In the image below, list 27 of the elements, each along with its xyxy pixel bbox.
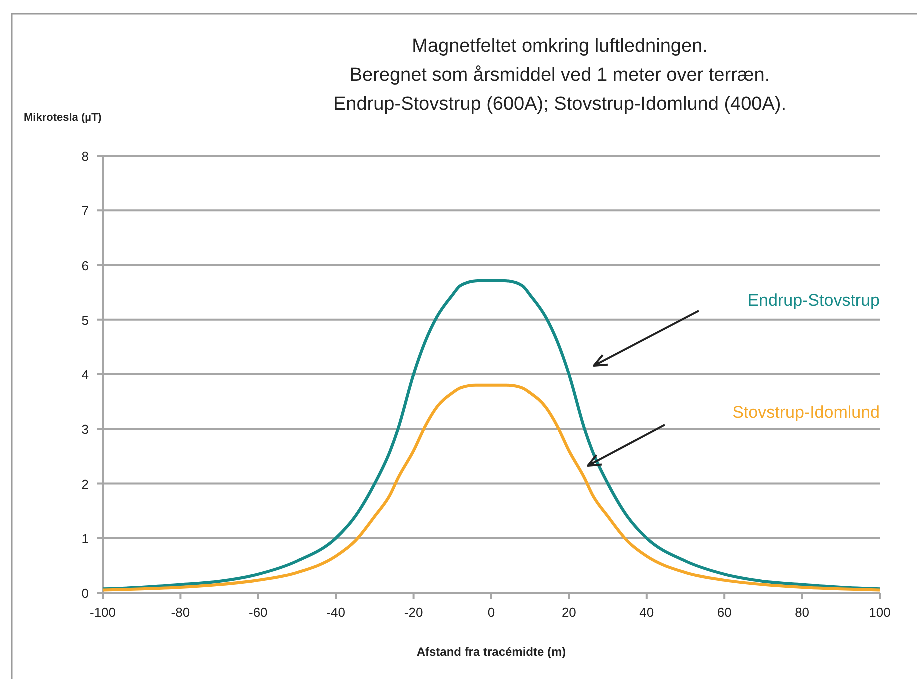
text: Endrup-Stovstrup bbox=[748, 291, 880, 310]
line-series bbox=[102, 279, 882, 591]
y-tick-label: 4 bbox=[82, 368, 89, 382]
x-tick-label: -20 bbox=[404, 605, 424, 620]
text: Stovstrup-Idomlund bbox=[732, 403, 880, 422]
chart-title: Magnetfeltet omkring luftledningen. Beregnet som årsmiddel ved 1 meter over terræn. Endrup-Stovstrup (600A); Stovstrup-Idomlund (400A). bbox=[333, 36, 787, 115]
y-tick-label: 8 bbox=[82, 149, 89, 164]
y-tick-label: 0 bbox=[82, 586, 89, 601]
y-tick-label: 3 bbox=[82, 422, 89, 438]
x-tick-label: 80 bbox=[795, 605, 810, 620]
y-tick-label: 2 bbox=[82, 476, 89, 492]
x-tick-label: 0 bbox=[488, 605, 496, 620]
line-series bbox=[102, 384, 882, 592]
x-tick-label: 60 bbox=[717, 605, 732, 620]
x-tick-label: 100 bbox=[869, 605, 891, 620]
x-axis-title: Afstand fra tracémidte (m) bbox=[416, 645, 566, 659]
x-tick-label: -40 bbox=[326, 605, 346, 620]
y-axis-title: Mikrotesla (µT) bbox=[24, 112, 102, 124]
x-tick-label: -80 bbox=[171, 605, 190, 620]
y-tick-label: 5 bbox=[82, 312, 89, 328]
y-tick-label: 1 bbox=[82, 531, 89, 546]
x-tick-label: 20 bbox=[562, 605, 576, 620]
y-tick-label: 7 bbox=[82, 204, 89, 219]
y-tick-label: 6 bbox=[82, 258, 89, 274]
x-tick-label: -60 bbox=[249, 605, 268, 620]
x-tick-label: -100 bbox=[90, 605, 116, 620]
x-tick-label: 40 bbox=[640, 605, 654, 620]
